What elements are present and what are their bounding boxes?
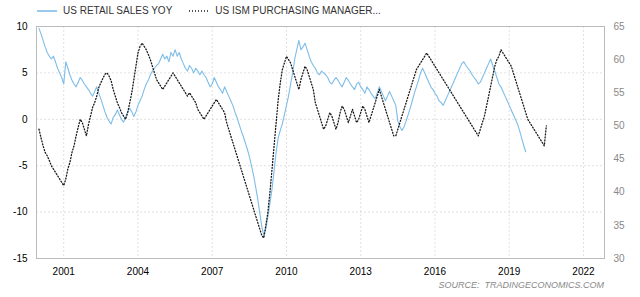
svg-text:50: 50: [614, 120, 626, 131]
svg-text:2013: 2013: [350, 266, 373, 277]
svg-text:2010: 2010: [275, 266, 298, 277]
svg-text:60: 60: [614, 54, 626, 65]
svg-text:2001: 2001: [53, 266, 76, 277]
svg-text:2019: 2019: [498, 266, 521, 277]
svg-text:45: 45: [614, 153, 626, 164]
svg-text:35: 35: [614, 220, 626, 231]
svg-text:5: 5: [22, 67, 28, 78]
svg-text:2007: 2007: [201, 266, 224, 277]
svg-text:40: 40: [614, 186, 626, 197]
svg-text:-5: -5: [19, 160, 28, 171]
html-text:US RETAIL SALES YOY: US RETAIL SALES YOY: [63, 5, 173, 16]
html-text:SOURCE: TRADINGECONOMICS.COM: SOURCE: TRADINGECONOMICS.COM: [438, 280, 604, 290]
svg-text:55: 55: [614, 87, 626, 98]
svg-text:10: 10: [16, 21, 28, 32]
svg-text:-15: -15: [13, 253, 28, 264]
html-text:US ISM PURCHASING MANAGER...: US ISM PURCHASING MANAGER...: [215, 5, 381, 16]
svg-text:-10: -10: [13, 206, 28, 217]
svg-text:2016: 2016: [424, 266, 447, 277]
svg-text:2022: 2022: [572, 266, 595, 277]
svg-text:65: 65: [614, 21, 626, 32]
svg-text:30: 30: [614, 253, 626, 264]
svg-text:2004: 2004: [127, 266, 150, 277]
svg-text:0: 0: [22, 114, 28, 125]
